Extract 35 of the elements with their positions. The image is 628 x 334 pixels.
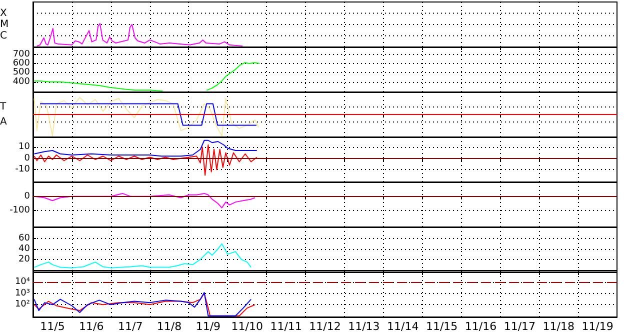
x-tick-label: 11/18: [542, 320, 574, 333]
y-tick-label: 600: [12, 58, 30, 69]
y-tick-label: 0: [24, 153, 30, 164]
text: X: [0, 8, 7, 19]
y-tick-label: 700: [12, 49, 30, 60]
y-tick-label: 60: [18, 234, 30, 244]
x-tick-label: 11/7: [118, 320, 143, 333]
y-tick-label: 10⁴: [14, 277, 30, 288]
x-tick-label: 11/19: [582, 320, 614, 333]
x-tick-label: 11/12: [309, 320, 341, 333]
y-tick-label: 400: [12, 76, 30, 87]
y-tick-label: -10: [15, 164, 30, 175]
x-tick-label: 11/9: [196, 320, 221, 333]
x-tick-label: 11/14: [387, 320, 419, 333]
x-tick-label: 11/11: [270, 320, 302, 333]
text: C: [0, 30, 7, 42]
text: A: [0, 116, 7, 128]
x-tick-label: 11/15: [426, 320, 458, 333]
text: T: [0, 102, 7, 112]
y-tick-label: 10³: [14, 288, 30, 298]
y-tick-label: -100: [10, 206, 30, 216]
y-tick-label: 40: [18, 244, 30, 254]
y-tick-label: 20: [18, 254, 30, 264]
x-tick-label: 11/16: [464, 320, 497, 333]
y-tick-label: 500: [12, 68, 30, 78]
y-tick-label: 0: [24, 191, 30, 202]
x-tick-label: 11/13: [348, 320, 380, 333]
x-tick-label: 11/6: [79, 320, 104, 333]
text: M: [0, 19, 9, 30]
x-tick-label: 11/10: [231, 320, 263, 333]
x-tick-label: 11/17: [504, 320, 536, 333]
y-tick-label: 10²: [14, 300, 30, 310]
y-tick-label: 10: [18, 142, 30, 152]
x-tick-label: 11/5: [40, 320, 65, 333]
x-tick-label: 11/8: [156, 320, 182, 333]
